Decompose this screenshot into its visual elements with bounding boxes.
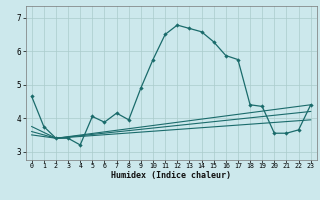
- X-axis label: Humidex (Indice chaleur): Humidex (Indice chaleur): [111, 171, 231, 180]
